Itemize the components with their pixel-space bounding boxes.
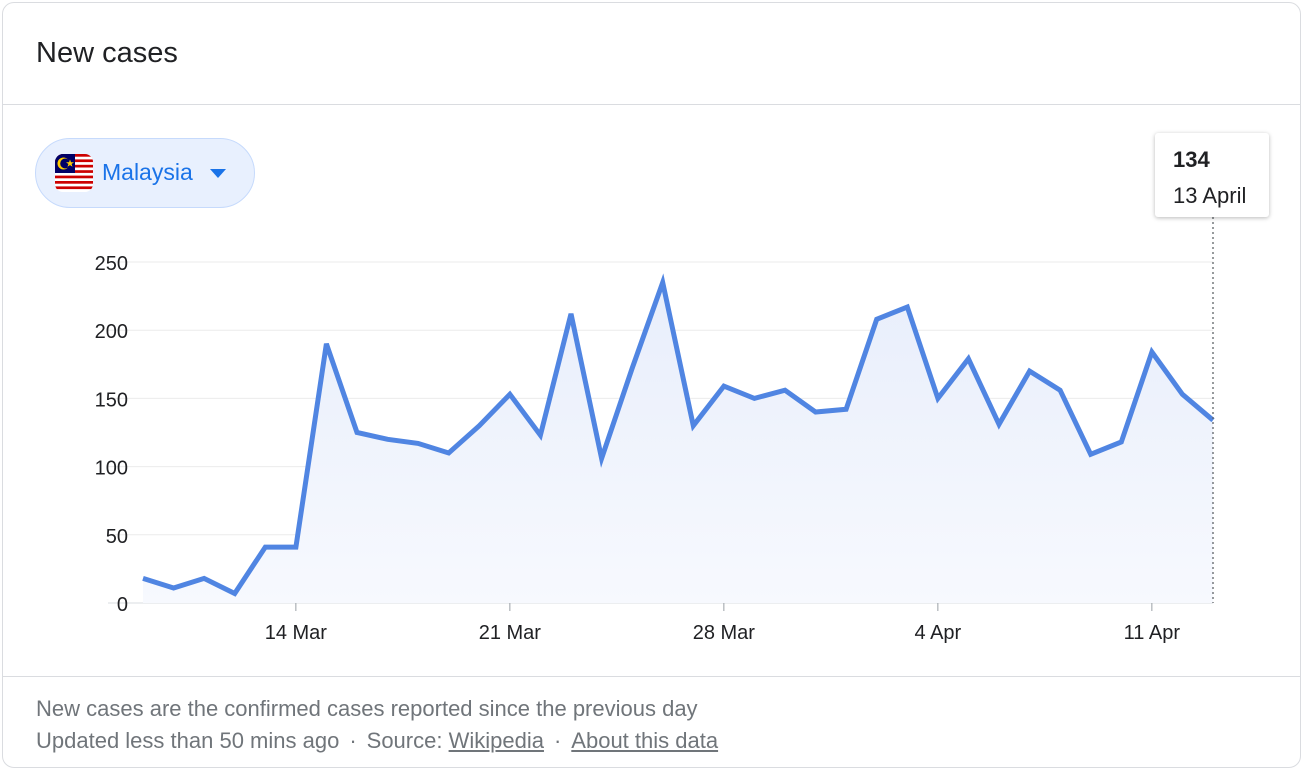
data-point-2020-03-27[interactable] [687,420,699,432]
data-point-2020-03-23[interactable] [565,308,577,320]
data-point-2020-03-10[interactable] [168,582,180,594]
data-point-2020-03-13[interactable] [259,541,271,553]
data-point-2020-03-17[interactable] [382,433,394,445]
footer-note: New cases are the confirmed cases report… [36,696,698,721]
y-tick-label: 200 [95,321,128,343]
country-selector[interactable]: Malaysia [35,138,255,208]
data-point-2020-04-04[interactable] [932,392,944,404]
data-point-2020-03-15[interactable] [320,338,332,350]
footer-divider [3,676,1300,677]
data-point-2020-03-18[interactable] [412,437,424,449]
x-tick-label: 11 Apr [1124,622,1181,644]
data-point-2020-03-31[interactable] [810,406,822,418]
data-point-2020-03-21[interactable] [504,388,516,400]
data-point-2020-04-11[interactable] [1146,346,1158,358]
malaysia-flag-icon [55,154,93,192]
y-tick-label: 50 [106,526,128,548]
data-point-2020-04-08[interactable] [1054,384,1066,396]
country-label: Malaysia [102,159,193,185]
data-point-2020-04-01[interactable] [840,403,852,415]
data-point-2020-04-07[interactable] [1024,365,1036,377]
y-tick-label: 0 [117,594,128,616]
separator: · [553,728,562,753]
caret-down-icon [210,169,226,178]
tooltip-value: 134 [1173,147,1210,172]
data-point-2020-04-05[interactable] [962,353,974,365]
data-point-2020-03-09[interactable] [137,572,149,584]
y-tick-label: 100 [95,458,128,480]
data-point-2020-04-02[interactable] [871,313,883,325]
x-tick-label: 4 Apr [915,622,962,644]
data-point-2020-04-10[interactable] [1115,436,1127,448]
data-point-2020-03-22[interactable] [534,429,546,441]
data-point-2020-03-25[interactable] [626,362,638,374]
data-point-2020-03-11[interactable] [198,572,210,584]
x-tick-label: 14 Mar [265,622,328,644]
data-point-2020-04-13[interactable] [1207,414,1219,426]
separator: · [349,728,357,753]
data-point-2020-03-12[interactable] [229,587,241,599]
data-point-2020-03-29[interactable] [748,392,760,404]
card-title: New cases [36,37,178,69]
data-point-2020-04-12[interactable] [1176,388,1188,400]
series-line [142,273,1215,597]
data-point-2020-03-20[interactable] [473,420,485,432]
y-tick-label: 250 [95,253,128,275]
header-divider [3,104,1300,105]
data-point-2020-03-19[interactable] [443,447,455,459]
data-point-2020-04-03[interactable] [901,301,913,313]
data-point-2020-03-14[interactable] [290,541,302,553]
data-point-2020-03-16[interactable] [351,427,363,439]
wikipedia-link[interactable]: Wikipedia [448,728,544,753]
data-point-2020-03-28[interactable] [718,380,730,392]
data-point-2020-03-26[interactable] [657,276,669,288]
data-point-2020-03-24[interactable] [596,452,608,464]
area-fill [143,282,1213,603]
x-tick-label: 28 Mar [693,622,756,644]
footer-meta: Updated less than 50 mins ago · Source: Wi… [36,728,718,754]
data-point-2020-04-06[interactable] [993,418,1005,430]
data-point-2020-03-30[interactable] [779,384,791,396]
source-label: Source: [366,728,443,753]
data-tooltip: 134 13 April [1155,133,1269,217]
y-tick-label: 150 [95,389,128,411]
data-point-2020-04-09[interactable] [1085,448,1097,460]
tooltip-date: 13 April [1173,183,1247,208]
x-tick-label: 21 Mar [479,622,542,644]
about-data-link[interactable]: About this data [571,728,719,753]
updated-text: Updated less than 50 mins ago [36,728,340,753]
